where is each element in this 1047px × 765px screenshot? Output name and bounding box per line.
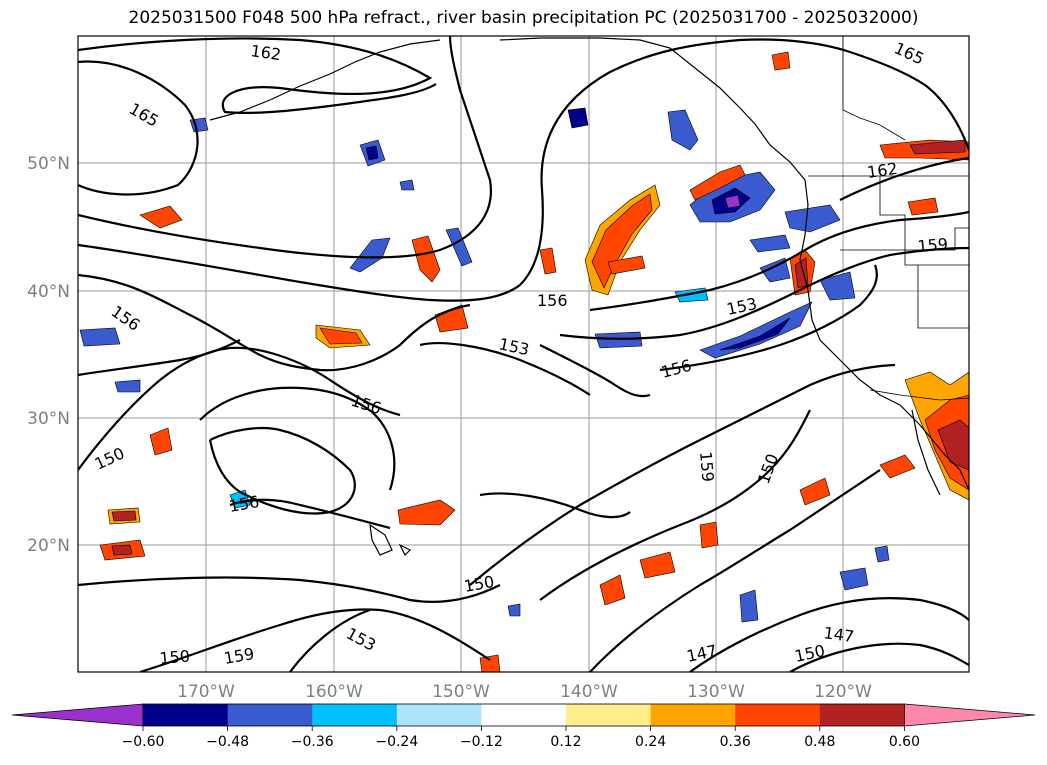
positive-precip-area xyxy=(397,499,456,526)
map-area xyxy=(78,36,969,672)
colorbar-tick-label: 0.24 xyxy=(635,734,666,750)
positive-precip-area xyxy=(479,654,501,672)
negative-precip-area xyxy=(79,327,121,347)
positive-precip-area xyxy=(411,235,441,283)
lon-label-130w: 130°W xyxy=(687,682,745,702)
negative-precip-area xyxy=(749,234,791,253)
colorbar-frame xyxy=(142,703,905,727)
negative-precip-area xyxy=(819,271,856,301)
positive-precip-area xyxy=(879,454,916,479)
positive-precip-area xyxy=(799,477,831,506)
negative-precip-area xyxy=(839,567,869,591)
refractivity-contours xyxy=(78,36,969,672)
negative-precip-area xyxy=(349,237,391,273)
lon-label-120w: 120°W xyxy=(814,682,872,702)
figure-title: 2025031500 F048 500 hPa refract., river … xyxy=(128,8,919,28)
map-frame xyxy=(77,35,970,673)
negative-precip-area xyxy=(699,301,813,359)
colorbar-tick-label: −0.24 xyxy=(375,734,418,750)
colorbar-tick-label: 0.48 xyxy=(804,734,835,750)
positive-precip-area xyxy=(639,551,676,579)
positive-precip-area xyxy=(319,327,363,345)
colorbar-tick-label: −0.12 xyxy=(460,734,503,750)
colorbar-segment xyxy=(735,704,821,726)
negative-precip-area xyxy=(719,317,791,351)
colorbar-tick-label: 0.60 xyxy=(889,734,920,750)
contour-label: 162 xyxy=(249,41,282,64)
negative-precip-area xyxy=(667,109,699,151)
positive-precip-area xyxy=(539,247,557,275)
colorbar-segment xyxy=(227,704,313,726)
contour-label: 156 xyxy=(537,291,568,310)
positive-precip-area xyxy=(591,193,653,289)
lon-label-160w: 160°W xyxy=(305,682,363,702)
graticule xyxy=(78,36,969,672)
negative-precip-area xyxy=(365,145,379,161)
lat-label-20n: 20°N xyxy=(27,536,70,556)
positive-precip-area xyxy=(111,544,133,556)
colorbar-segment xyxy=(143,704,229,726)
lat-label-50n: 50°N xyxy=(27,154,70,174)
colorbar-extend-high xyxy=(904,703,1036,727)
colorbar-segment xyxy=(650,704,736,726)
colorbar-segment xyxy=(312,704,398,726)
positive-precip-area xyxy=(909,139,966,155)
contour-label: 159 xyxy=(696,451,718,483)
contour-label: 147 xyxy=(822,623,855,646)
negative-precip-area xyxy=(874,545,890,563)
colorbar: −0.60 −0.48 −0.36 −0.24 −0.12 0.12 0.24 0.36 0.4… xyxy=(11,703,1036,750)
colorbar-extend-low xyxy=(11,703,144,727)
negative-precip-area xyxy=(445,227,473,267)
positive-precip-area xyxy=(907,197,939,216)
colorbar-segment xyxy=(481,704,567,726)
negative-precip-area xyxy=(507,603,521,617)
positive-precip-area xyxy=(111,510,137,522)
lat-label-30n: 30°N xyxy=(27,409,70,429)
colorbar-tick-label: −0.36 xyxy=(291,734,334,750)
positive-precip-area xyxy=(139,205,183,229)
latitude-labels: 50°N 40°N 30°N 20°N xyxy=(27,154,70,556)
lon-label-170w: 170°W xyxy=(177,682,235,702)
negative-precip-area xyxy=(114,379,141,393)
positive-precip-area xyxy=(149,427,173,456)
contour-label: 159 xyxy=(917,234,949,256)
lon-label-140w: 140°W xyxy=(560,682,618,702)
coastlines xyxy=(209,37,969,557)
political-borders xyxy=(808,36,969,401)
contour-label: 150 xyxy=(159,646,191,668)
colorbar-tick-label: 0.12 xyxy=(550,734,581,750)
longitude-labels: 170°W 160°W 150°W 140°W 130°W 120°W xyxy=(177,682,872,702)
positive-precip-area xyxy=(607,255,646,275)
negative-precip-area xyxy=(784,204,841,233)
lat-label-40n: 40°N xyxy=(27,282,70,302)
colorbar-segment xyxy=(396,704,482,726)
negative-precip-area xyxy=(567,107,589,129)
colorbar-tick-label: −0.48 xyxy=(206,734,249,750)
colorbar-tick-label: −0.60 xyxy=(122,734,165,750)
negative-precip-area xyxy=(759,257,791,283)
colorbar-segment xyxy=(566,704,652,726)
positive-precip-area xyxy=(599,574,626,606)
negative-precip-area xyxy=(399,179,415,191)
positive-precip-area xyxy=(937,419,969,471)
contour-label: 162 xyxy=(866,159,899,182)
lon-label-150w: 150°W xyxy=(432,682,490,702)
negative-precip-area xyxy=(594,331,643,349)
negative-precip-area xyxy=(724,194,741,209)
precip-fill-layer xyxy=(79,51,969,672)
negative-precip-area xyxy=(739,589,759,623)
positive-precip-area xyxy=(699,521,719,549)
positive-precip-area xyxy=(771,51,791,71)
colorbar-segment xyxy=(819,704,905,726)
colorbar-tick-label: 0.36 xyxy=(720,734,751,750)
positive-precip-area xyxy=(689,164,746,201)
